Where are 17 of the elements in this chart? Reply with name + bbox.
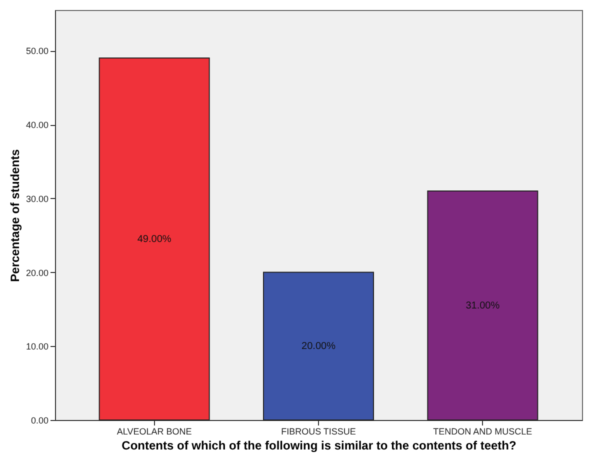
- x-tick-label: TENDON AND MUSCLE: [433, 426, 532, 436]
- y-tick-label: 50.00: [26, 46, 48, 56]
- y-tick-label: 20.00: [26, 268, 48, 278]
- data-label: 49.00%: [137, 234, 172, 246]
- data-label: 31.00%: [466, 300, 500, 312]
- y-tick-label: 30.00: [26, 194, 48, 204]
- x-axis-title: Contents of which of the following is similar to the contents of teeth?: [122, 438, 516, 452]
- y-axis-title: Percentage of students: [8, 148, 22, 282]
- x-tick-label: FIBROUS TISSUE: [281, 426, 356, 436]
- bar: [427, 190, 538, 420]
- y-tick-label: 0.00: [30, 416, 48, 426]
- x-tick-label: ALVEOLAR BONE: [116, 426, 192, 436]
- bar: [98, 58, 210, 420]
- y-tick-label: 10.00: [26, 342, 48, 352]
- bar: [263, 272, 374, 420]
- data-label: 20.00%: [302, 341, 336, 352]
- y-tick-label: 40.00: [26, 120, 48, 130]
